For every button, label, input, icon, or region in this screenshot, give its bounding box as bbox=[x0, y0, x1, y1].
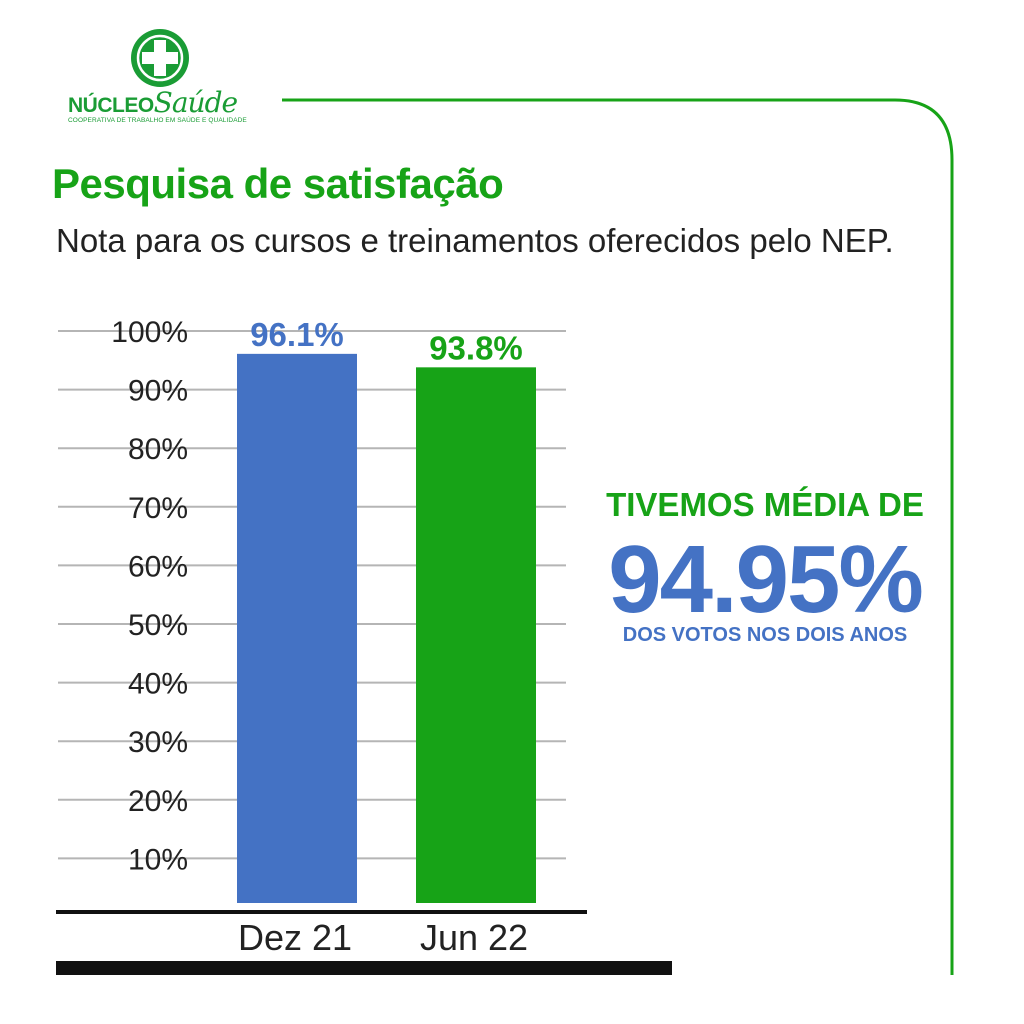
average-value: 94.95% bbox=[608, 526, 924, 633]
y-tick-label: 10% bbox=[128, 843, 188, 876]
page-title: Pesquisa de satisfação bbox=[52, 160, 504, 207]
bar bbox=[416, 367, 536, 903]
y-tick-label: 50% bbox=[128, 609, 188, 642]
brand-name-bold: NÚCLEO bbox=[68, 94, 154, 117]
x-category-label: Dez 21 bbox=[238, 917, 352, 958]
brand-tagline: COOPERATIVA DE TRABALHO EM SAÚDE E QUALI… bbox=[68, 117, 247, 124]
y-tick-label: 40% bbox=[128, 668, 188, 701]
y-tick-label: 80% bbox=[128, 433, 188, 466]
bottom-bar bbox=[56, 961, 672, 975]
y-tick-label: 20% bbox=[128, 785, 188, 818]
x-category-label: Jun 22 bbox=[420, 917, 528, 958]
brand-name-script: Saúde bbox=[153, 86, 238, 119]
y-tick-label: 70% bbox=[128, 492, 188, 525]
brand-name: NÚCLEOSaúde bbox=[68, 86, 238, 119]
medical-cross-icon bbox=[131, 29, 189, 87]
bar-value-label: 96.1% bbox=[250, 316, 344, 353]
y-tick-label: 90% bbox=[128, 375, 188, 408]
y-tick-label: 60% bbox=[128, 550, 188, 583]
page-subtitle: Nota para os cursos e treinamentos ofere… bbox=[56, 222, 894, 259]
brand-logo: NÚCLEOSaúde COOPERATIVA DE TRABALHO EM S… bbox=[60, 20, 275, 130]
y-tick-label: 30% bbox=[128, 726, 188, 759]
average-heading: TIVEMOS MÉDIA DE bbox=[606, 486, 924, 523]
y-tick-label: 100% bbox=[111, 316, 188, 349]
bar-value-label: 93.8% bbox=[429, 329, 523, 366]
x-axis-line bbox=[56, 910, 587, 914]
average-caption: DOS VOTOS NOS DOIS ANOS bbox=[622, 624, 908, 646]
bar bbox=[237, 353, 357, 903]
